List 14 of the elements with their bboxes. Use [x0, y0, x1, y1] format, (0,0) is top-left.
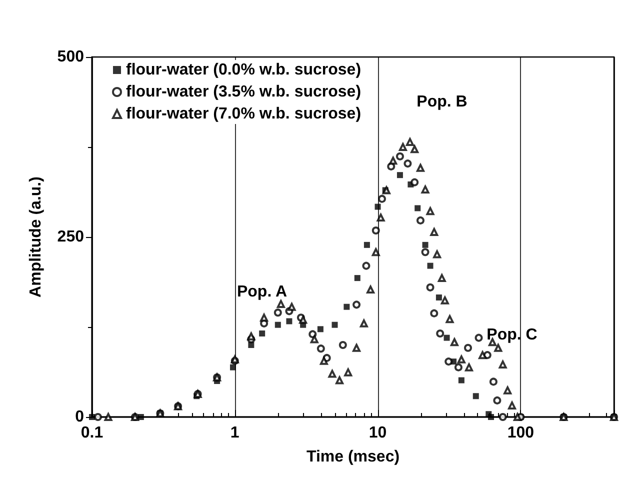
- x-tick-label: 1: [230, 424, 240, 442]
- x-axis-title: Time (msec): [306, 448, 400, 466]
- annotation: Pop. A: [236, 284, 288, 300]
- legend-label: flour-water (7.0% w.b. sucrose): [126, 106, 362, 122]
- annotation: Pop. B: [416, 94, 468, 110]
- x-tick-label: 100: [507, 424, 534, 442]
- x-tick-label: 10: [368, 424, 387, 442]
- x-tick-label: 0.1: [80, 424, 104, 442]
- y-tick-label: 250: [57, 228, 84, 246]
- y-tick-label: 500: [57, 48, 84, 66]
- legend-label: flour-water (0.0% w.b. sucrose): [126, 62, 362, 78]
- y-tick-label: 0: [75, 408, 84, 426]
- y-axis-title: Amplitude (a.u.): [28, 176, 44, 298]
- legend-label: flour-water (3.5% w.b. sucrose): [126, 84, 362, 100]
